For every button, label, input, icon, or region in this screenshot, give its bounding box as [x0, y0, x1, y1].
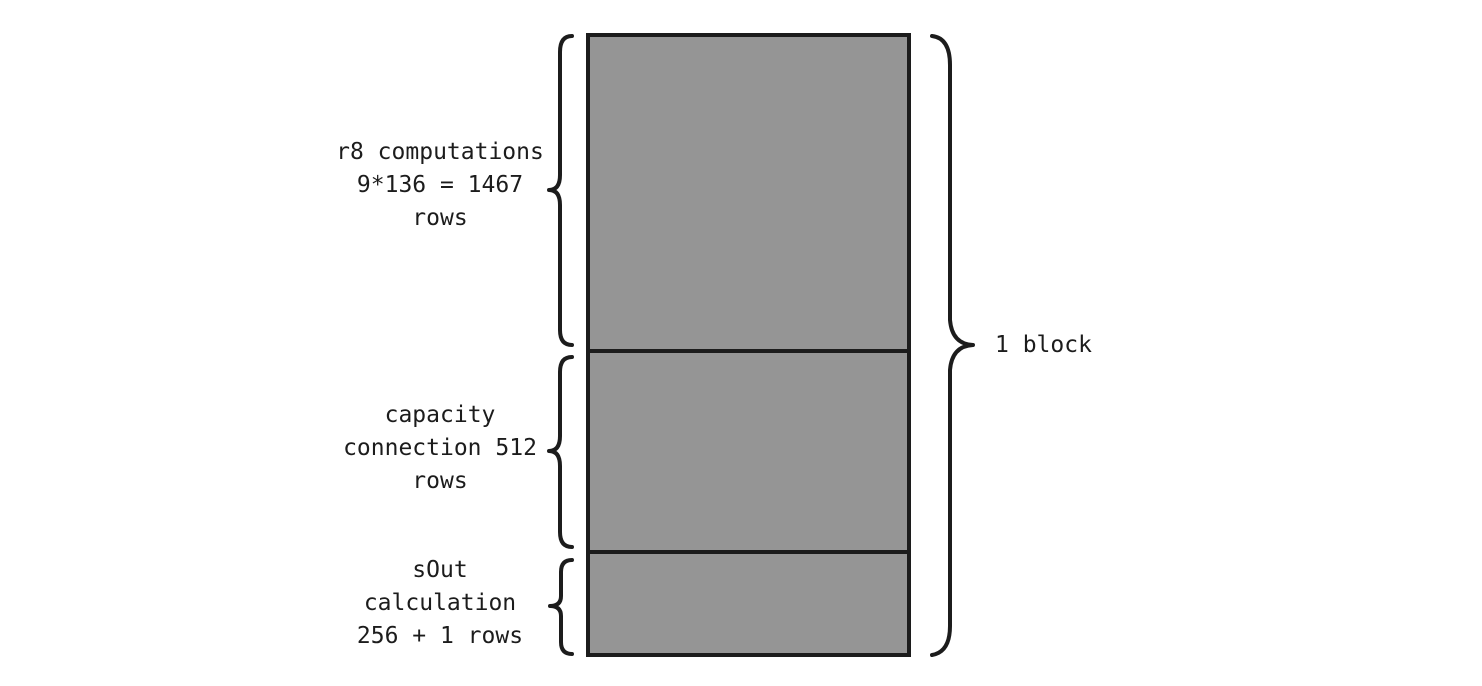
label-line: rows: [412, 205, 468, 231]
segment-sout-calculation: [586, 550, 911, 657]
label-line: capacity: [384, 402, 496, 428]
label-line: connection 512: [343, 435, 537, 461]
brace-capacity-connection: [547, 355, 574, 549]
brace-r8-computations: [547, 34, 574, 347]
label-line: r8 computations: [336, 139, 544, 165]
brace-sout-calculation: [548, 558, 574, 656]
segment-capacity-connection: [586, 349, 911, 554]
label-line: 256 + 1 rows: [356, 623, 524, 649]
label-sout-calculation: sOut calculation 256 + 1 rows: [300, 554, 580, 653]
label-line: rows: [412, 468, 468, 494]
brace-total-block: [930, 34, 975, 657]
segment-r8-computations: [586, 33, 911, 353]
label-line: sOut: [412, 557, 468, 583]
label-total-block: 1 block: [995, 332, 1092, 358]
label-capacity-connection: capacity connection 512 rows: [300, 399, 580, 498]
label-line: calculation: [363, 590, 517, 616]
label-line: 9*136 = 1467: [356, 172, 524, 198]
label-r8-computations: r8 computations 9*136 = 1467 rows: [300, 136, 580, 235]
